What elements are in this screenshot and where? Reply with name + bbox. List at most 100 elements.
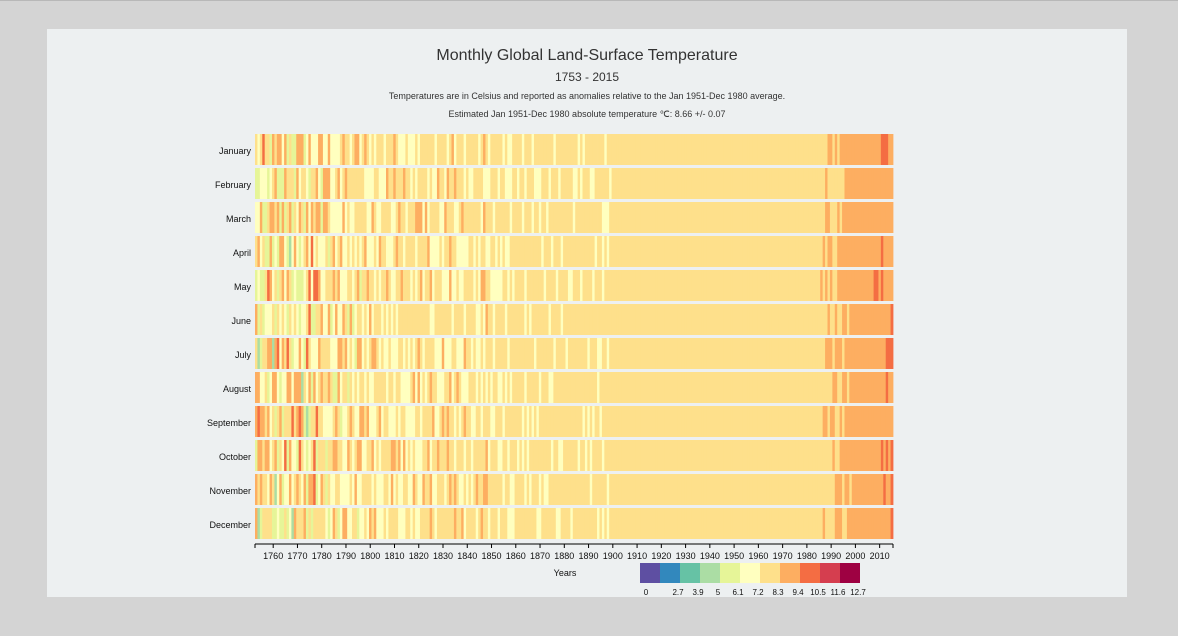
heatmap-cell xyxy=(359,270,363,301)
heatmap-cell xyxy=(788,372,792,403)
heatmap-cell xyxy=(267,236,270,267)
heatmap-cell xyxy=(395,338,399,369)
heatmap-cell xyxy=(827,202,831,233)
heatmap-cell xyxy=(536,406,540,437)
heatmap-cell xyxy=(844,338,848,369)
heatmap-cell xyxy=(766,440,770,471)
heatmap-cell xyxy=(507,236,511,267)
heatmap-cell xyxy=(461,474,465,505)
heatmap-cell xyxy=(463,270,467,301)
heatmap-cell xyxy=(808,338,811,369)
heatmap-cell xyxy=(757,202,760,233)
heatmap-cell xyxy=(298,474,302,505)
heatmap-cell xyxy=(834,406,838,437)
heatmap-cell xyxy=(783,440,787,471)
heatmap-cell xyxy=(364,168,367,199)
heatmap-cell xyxy=(412,372,416,403)
heatmap-cell xyxy=(332,372,336,403)
heatmap-cell xyxy=(257,474,261,505)
heatmap-cell xyxy=(315,440,319,471)
heatmap-cell xyxy=(424,406,428,437)
heatmap-cell xyxy=(669,202,673,233)
heatmap-cell xyxy=(759,508,763,539)
heatmap-cell xyxy=(589,304,593,335)
heatmap-cell xyxy=(798,134,802,165)
heatmap-cell xyxy=(839,338,843,369)
heatmap-cell xyxy=(842,372,845,403)
heatmap-cell xyxy=(349,168,353,199)
x-tick-label: 1810 xyxy=(384,551,404,561)
heatmap-cell xyxy=(264,508,268,539)
heatmap-cell xyxy=(286,304,290,335)
heatmap-cell xyxy=(725,236,729,267)
heatmap-cell xyxy=(626,304,629,335)
heatmap-cell xyxy=(296,440,300,471)
heatmap-cell xyxy=(769,134,773,165)
heatmap-cell xyxy=(851,406,855,437)
heatmap-cell xyxy=(495,236,498,267)
heatmap-cell xyxy=(555,202,559,233)
heatmap-cell xyxy=(446,270,450,301)
heatmap-cell xyxy=(728,236,731,267)
heatmap-cell xyxy=(778,474,782,505)
x-tick-label: 1910 xyxy=(627,551,647,561)
heatmap-cell xyxy=(575,474,579,505)
heatmap-cell xyxy=(381,406,384,437)
heatmap-cell xyxy=(778,406,782,437)
heatmap-cell xyxy=(863,270,867,301)
heatmap-cell xyxy=(844,134,848,165)
heatmap-cell xyxy=(269,406,273,437)
heatmap-cell xyxy=(599,474,603,505)
heatmap-cell xyxy=(412,508,416,539)
heatmap-cell xyxy=(446,202,450,233)
heatmap-cell xyxy=(475,474,479,505)
heatmap-cell xyxy=(415,474,418,505)
heatmap-cell xyxy=(487,202,491,233)
heatmap-cell xyxy=(774,508,777,539)
heatmap-cell xyxy=(873,168,877,199)
heatmap-cell xyxy=(320,474,324,505)
heatmap-cell xyxy=(288,304,292,335)
heatmap-cell xyxy=(631,338,634,369)
heatmap-cell xyxy=(820,202,824,233)
heatmap-cell xyxy=(694,508,697,539)
heatmap-cell xyxy=(567,202,571,233)
heatmap-cell xyxy=(837,474,841,505)
heatmap-cell xyxy=(475,372,479,403)
heatmap-cell xyxy=(325,168,329,199)
heatmap-cell xyxy=(550,236,554,267)
heatmap-cell xyxy=(441,202,445,233)
month-label: October xyxy=(219,452,251,462)
heatmap-cell xyxy=(582,236,586,267)
heatmap-cell xyxy=(769,508,773,539)
heatmap-cell xyxy=(342,474,346,505)
heatmap-cell xyxy=(715,508,719,539)
heatmap-cell xyxy=(475,508,479,539)
heatmap-cell xyxy=(436,304,440,335)
heatmap-cell xyxy=(422,474,426,505)
heatmap-cell xyxy=(691,134,695,165)
heatmap-cell xyxy=(291,508,295,539)
heatmap-cell xyxy=(698,474,702,505)
heatmap-cell xyxy=(529,202,532,233)
heatmap-cell xyxy=(463,236,467,267)
heatmap-cell xyxy=(769,270,773,301)
heatmap-cell xyxy=(320,508,324,539)
heatmap-cell xyxy=(276,168,280,199)
heatmap-cell xyxy=(405,168,409,199)
heatmap-cell xyxy=(706,168,710,199)
heatmap-cell xyxy=(580,134,583,165)
heatmap-cell xyxy=(825,474,828,505)
heatmap-cell xyxy=(359,168,363,199)
heatmap-cell xyxy=(267,304,270,335)
heatmap-cell xyxy=(393,338,397,369)
heatmap-cell xyxy=(490,474,494,505)
heatmap-cell xyxy=(458,134,462,165)
heatmap-cell xyxy=(696,338,700,369)
heatmap-cell xyxy=(291,304,295,335)
heatmap-cell xyxy=(888,134,891,165)
heatmap-cell xyxy=(424,304,428,335)
heatmap-cell xyxy=(664,338,668,369)
heatmap-cell xyxy=(567,304,571,335)
heatmap-cell xyxy=(810,202,814,233)
